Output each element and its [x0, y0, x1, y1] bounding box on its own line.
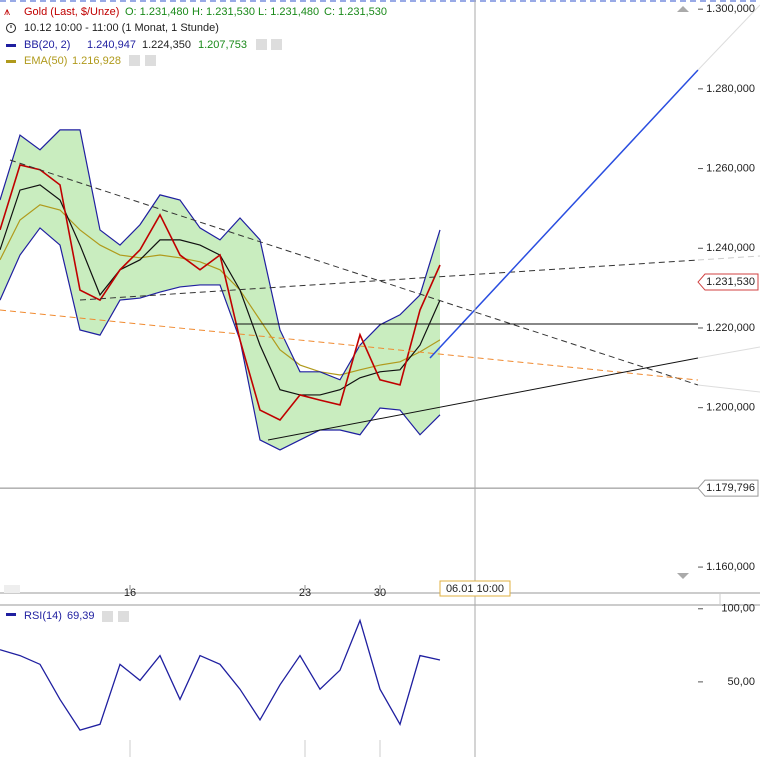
trendline-extension [697, 346, 760, 359]
price-line [0, 164, 441, 422]
series-name: BB(20, 2) [24, 39, 70, 51]
settings-button[interactable] [129, 55, 140, 66]
series-name: RSI(14) [24, 610, 62, 622]
clock-icon [6, 23, 16, 33]
crosshair-label: 06.01 10:00 [446, 583, 504, 595]
close-button[interactable] [145, 55, 156, 66]
close-button[interactable] [118, 611, 129, 622]
x-tick-label: 30 [374, 587, 386, 599]
y-tick-label: 1.240,000 [706, 242, 755, 254]
y-tick-label: 1.200,000 [706, 402, 755, 414]
rsi-layer [0, 618, 441, 731]
y-tick-label: 1.160,000 [706, 561, 755, 573]
reading: H: 1.231,530 [192, 6, 255, 18]
reading: 1.224,350 [142, 39, 191, 51]
trendline [9, 159, 699, 386]
series-name: EMA(50) [24, 55, 67, 67]
reading: C: 1.231,530 [324, 6, 387, 18]
price-tag [697, 273, 759, 291]
level-label: 1.179,796 [706, 482, 755, 494]
symbol-icon: ⩚ [4, 6, 10, 18]
trendline-extension [697, 255, 760, 261]
reading: 1.207,753 [198, 39, 247, 51]
reading: O: 1.231,480 [125, 6, 189, 18]
series-name: Gold (Last, $/Unze) [24, 6, 119, 18]
trendline [267, 357, 699, 441]
trendline-extension [697, 384, 760, 393]
level-tag [697, 479, 759, 497]
x-tick-label: 23 [299, 587, 311, 599]
legend-swatch [6, 60, 16, 63]
panel-handle[interactable] [4, 585, 20, 593]
price-label: 1.231,530 [706, 276, 755, 288]
y-tick-label: 1.280,000 [706, 83, 755, 95]
x-tick-label: 16 [124, 587, 136, 599]
reading: 69,39 [67, 610, 95, 622]
legend-swatch [6, 613, 16, 616]
crosshair-tag [439, 580, 511, 597]
band-layer [0, 129, 440, 450]
scroll-up[interactable] [677, 6, 689, 12]
trendline [0, 309, 699, 381]
settings-button[interactable] [102, 611, 113, 622]
trendline [79, 259, 699, 301]
y-tick-label: 1.220,000 [706, 322, 755, 334]
band-lower [0, 227, 441, 451]
settings-button[interactable] [256, 39, 267, 50]
y-tick-label: 1.300,000 [706, 3, 755, 15]
line-layer [0, 129, 441, 451]
y-tick-label: 1.260,000 [706, 162, 755, 174]
trendline-extension [697, 4, 760, 71]
rsi-line [0, 618, 441, 731]
reading: L: 1.231,480 [258, 6, 319, 18]
band-upper [0, 129, 441, 381]
trendline [429, 69, 699, 359]
legend-swatch [6, 44, 16, 47]
legend: ⩚ Gold (Last, $/Unze) O: 1.231,480 H: 1.… [4, 6, 689, 622]
reading: 1.216,928 [72, 55, 121, 67]
period: 10.12 10:00 - 11:00 (1 Monat, 1 Stunde) [24, 22, 219, 34]
y-tick-label: 100,00 [721, 603, 755, 615]
scroll-down[interactable] [677, 573, 689, 579]
band-fill [0, 129, 440, 450]
ema-line [0, 204, 441, 376]
reading: 1.240,947 [87, 39, 136, 51]
close-button[interactable] [271, 39, 282, 50]
y-tick-label: 50,00 [727, 676, 755, 688]
